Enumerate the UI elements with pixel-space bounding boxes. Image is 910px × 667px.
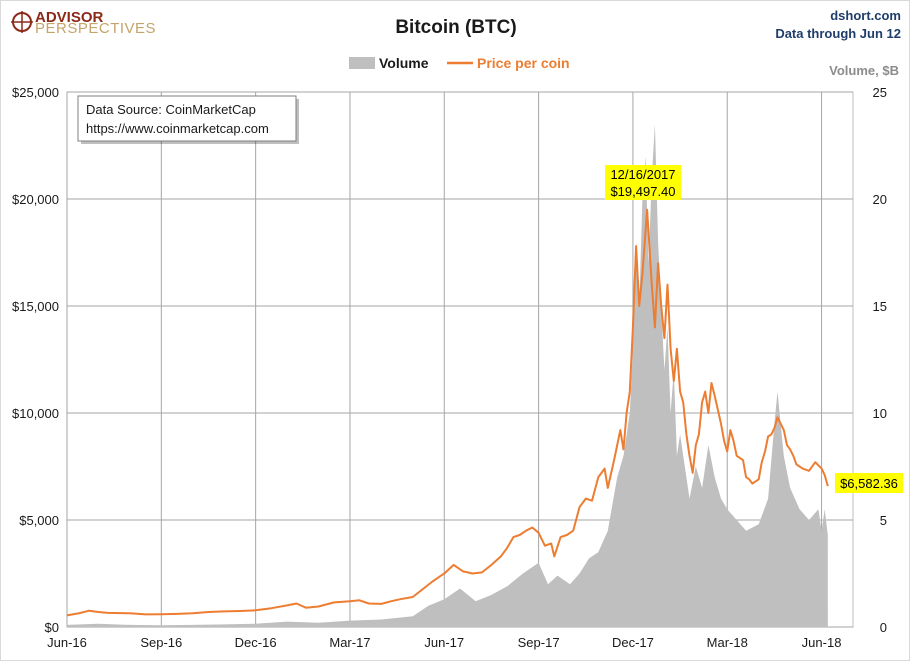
left-axis-tick-label: $5,000 [19,513,59,528]
legend-volume-label: Volume [379,55,429,71]
left-axis-ticks: $0 $5,000 $10,000 $15,000 $20,000 $25,000 [12,85,59,635]
x-axis-tick-label: Jun-17 [424,635,464,650]
last-value: $6,582.36 [840,476,898,491]
advisor-perspectives-logo: ADVISOR PERSPECTIVES [11,9,156,37]
right-axis-ticks: 0 5 10 15 20 25 [873,85,887,635]
x-axis-tick-label: Sep-17 [518,635,560,650]
x-axis-tick-label: Dec-16 [235,635,277,650]
x-axis-tick-label: Jun-16 [47,635,87,650]
logo-line1: ADVISOR [35,9,104,26]
right-axis-tick-label: 20 [873,192,887,207]
site-label: dshort.com [830,8,901,23]
left-axis-tick-label: $0 [45,620,59,635]
volume-area [67,124,828,627]
left-axis-tick-label: $25,000 [12,85,59,100]
left-axis-tick-label: $10,000 [12,406,59,421]
legend-volume-swatch [349,57,375,69]
price-series [66,208,829,617]
right-axis-tick-label: 25 [873,85,887,100]
right-axis-tick-label: 10 [873,406,887,421]
x-axis-tick-label: Sep-16 [140,635,182,650]
x-axis-tick-label: Mar-17 [329,635,370,650]
price-line [66,208,829,617]
source-note-line2: https://www.coinmarketcap.com [86,121,269,136]
x-axis-ticks: Jun-16 Sep-16 Dec-16 Mar-17 Jun-17 Sep-17 Dec-… [47,635,841,650]
right-axis-tick-label: 15 [873,299,887,314]
logo-line2: PERSPECTIVES [35,20,156,37]
volume-series [67,124,828,627]
last-value-callout: $6,582.36 [835,473,903,493]
right-axis-unit: Volume, $B [829,63,899,78]
peak-value: $19,497.40 [610,184,675,199]
x-axis-tick-label: Mar-18 [707,635,748,650]
x-axis-tick-label: Dec-17 [612,635,654,650]
left-axis-tick-label: $15,000 [12,299,59,314]
left-axis-tick-label: $20,000 [12,192,59,207]
x-axis-tick-label: Jun-18 [802,635,842,650]
right-axis-tick-label: 5 [880,513,887,528]
peak-callout: 12/16/2017 $19,497.40 [605,165,681,200]
source-note: Data Source: CoinMarketCap https://www.c… [77,95,299,144]
legend: Volume Price per coin [349,55,570,71]
peak-date: 12/16/2017 [610,167,675,182]
data-through-label: Data through Jun 12 [775,26,901,41]
source-note-line1: Data Source: CoinMarketCap [86,102,256,117]
legend-price-label: Price per coin [477,55,570,71]
right-axis-tick-label: 0 [880,620,887,635]
chart-title: Bitcoin (BTC) [395,17,516,38]
